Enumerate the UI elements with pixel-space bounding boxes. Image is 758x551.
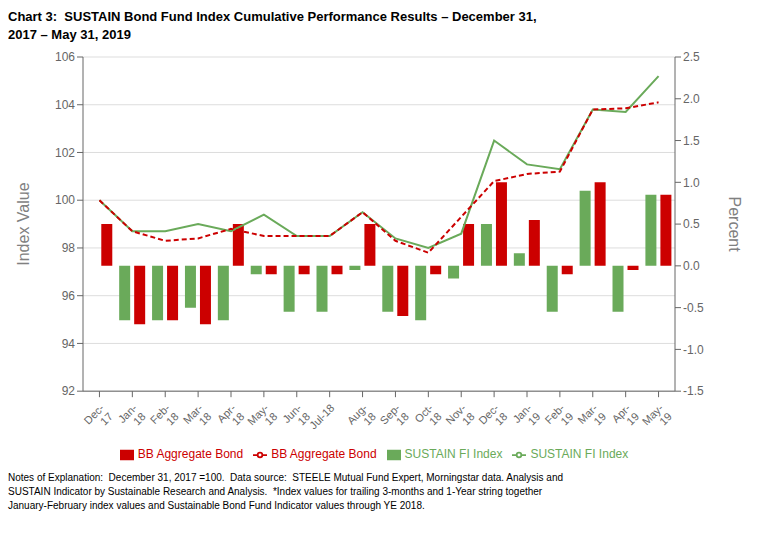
svg-text:Index Value: Index Value: [15, 182, 32, 265]
svg-text:Jul-18: Jul-18: [307, 402, 337, 432]
svg-text:May-19: May-19: [640, 401, 675, 436]
svg-text:Feb-19: Feb-19: [542, 401, 575, 434]
svg-text:Dec-17: Dec-17: [81, 401, 115, 435]
svg-text:Nov-18: Nov-18: [443, 401, 477, 435]
svg-text:Apr-19: Apr-19: [609, 401, 641, 433]
svg-text:1.5: 1.5: [683, 134, 700, 148]
svg-text:98: 98: [62, 241, 76, 255]
svg-text:Mar-18: Mar-18: [181, 401, 214, 434]
svg-text:Sep-18: Sep-18: [377, 401, 411, 435]
svg-text:0.0: 0.0: [683, 259, 700, 273]
html-text:SUSTAIN FI Index: SUSTAIN FI Index: [530, 447, 629, 462]
svg-text:96: 96: [62, 289, 76, 303]
svg-text:1.0: 1.0: [683, 176, 700, 190]
svg-text:-1.0: -1.0: [683, 343, 704, 357]
svg-text:100: 100: [55, 194, 75, 208]
html-text:BB Aggregate Bond: BB Aggregate Bond: [271, 447, 377, 462]
svg-text:Dec-18: Dec-18: [476, 401, 510, 435]
svg-text:Jan-18: Jan-18: [116, 401, 148, 433]
svg-text:Jan-19: Jan-19: [510, 401, 542, 433]
html-text:BB Aggregate Bond: BB Aggregate Bond: [137, 447, 244, 462]
svg-text:Aug-18: Aug-18: [345, 401, 379, 435]
html-text:SUSTAIN FI Index: SUSTAIN FI Index: [404, 447, 503, 462]
svg-text:94: 94: [62, 337, 76, 351]
svg-text:May-18: May-18: [245, 401, 280, 436]
svg-text:106: 106: [55, 50, 75, 64]
svg-text:Jun-18: Jun-18: [280, 401, 312, 433]
html-text:Chart 3: SUSTAIN Bond Fund Ind: Chart 3: SUSTAIN Bond Fund Index Cumulat…: [8, 9, 537, 42]
svg-text:Feb-18: Feb-18: [148, 401, 181, 434]
html-text:Notes of Explanation: December: Notes of Explanation: December 31, 2017 …: [8, 472, 563, 512]
svg-text:0.5: 0.5: [683, 217, 700, 231]
svg-text:Mar-19: Mar-19: [575, 401, 608, 434]
svg-text:2.5: 2.5: [683, 50, 700, 64]
svg-text:Percent: Percent: [726, 197, 743, 253]
svg-text:104: 104: [55, 98, 75, 112]
svg-text:Oct-18: Oct-18: [412, 401, 444, 433]
svg-text:Apr-18: Apr-18: [215, 401, 247, 433]
svg-text:102: 102: [55, 146, 75, 160]
svg-text:-1.5: -1.5: [683, 385, 704, 399]
svg-text:2.0: 2.0: [683, 92, 700, 106]
svg-text:92: 92: [62, 385, 76, 399]
svg-text:-0.5: -0.5: [683, 301, 704, 315]
